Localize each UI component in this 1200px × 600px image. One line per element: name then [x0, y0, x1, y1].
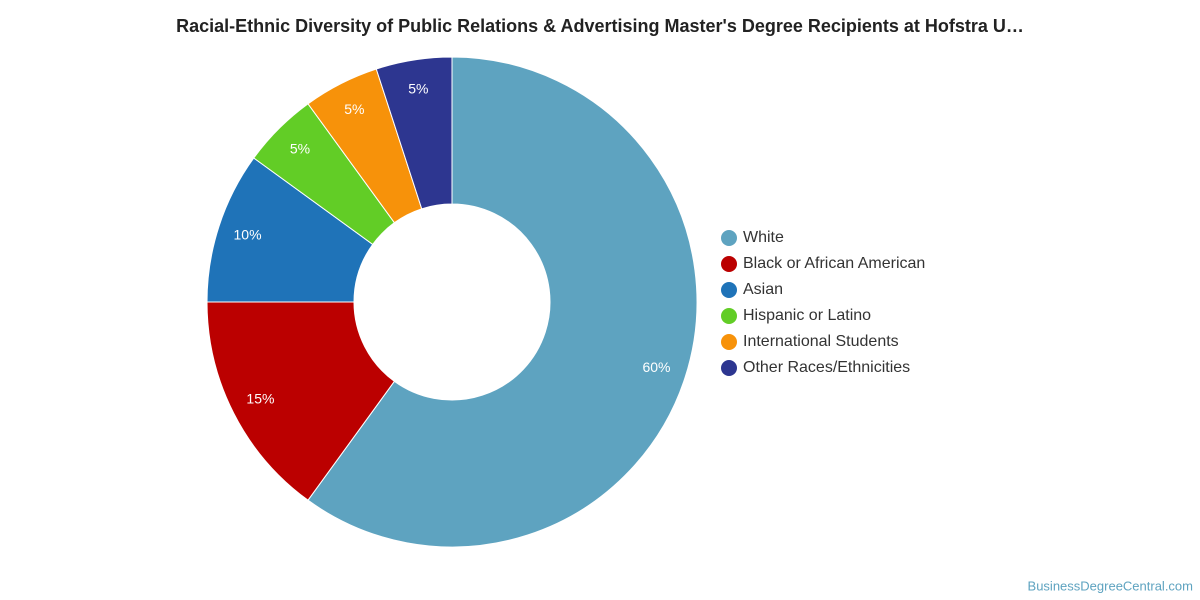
legend-marker	[721, 308, 737, 324]
slice-label: 10%	[234, 226, 262, 242]
slice-label: 5%	[344, 101, 364, 117]
slice	[206, 301, 396, 501]
slice	[375, 56, 453, 210]
slice-label: 15%	[246, 390, 274, 406]
slice-label: 5%	[408, 80, 428, 96]
legend-marker	[721, 256, 737, 272]
slice-label: 60%	[642, 359, 670, 375]
legend-label: Other Races/Ethnicities	[743, 359, 910, 376]
legend-marker	[721, 230, 737, 246]
credit: BusinessDegreeCentral.com	[1028, 578, 1193, 593]
legend-label: Hispanic or Latino	[743, 307, 871, 324]
legend-label: White	[743, 229, 784, 246]
legend-marker	[721, 282, 737, 298]
legend-label: International Students	[743, 333, 899, 350]
legend-label: Asian	[743, 281, 783, 298]
slice-label: 5%	[290, 141, 310, 157]
slice	[307, 56, 698, 548]
legend-marker	[721, 360, 737, 376]
chart-title: Racial-Ethnic Diversity of Public Relati…	[176, 16, 1024, 36]
legend-marker	[721, 334, 737, 350]
legend-label: Black or African American	[743, 255, 925, 272]
